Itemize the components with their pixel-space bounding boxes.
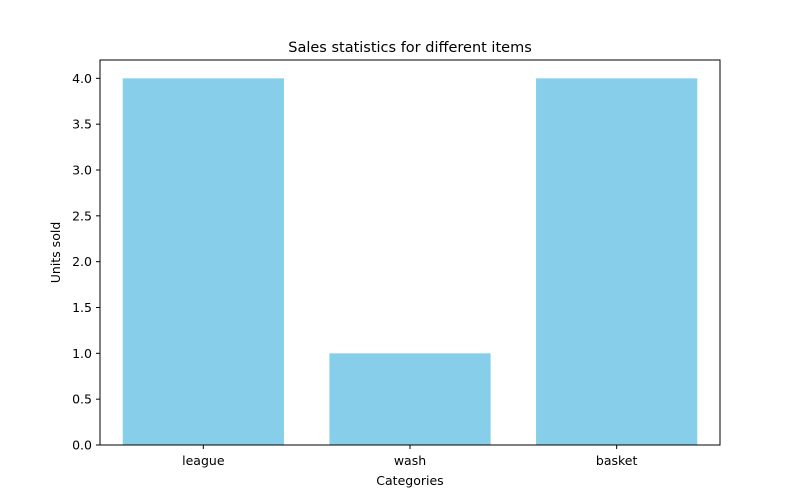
y-axis: 0.0 0.5 1.0 1.5 2.0 2.5 3.0 3.5 4.0 [72,71,100,453]
y-tick-label: 3.0 [72,163,92,178]
y-tick-label: 4.0 [72,71,92,86]
x-axis: league wash basket [182,445,638,468]
bars-group [122,78,698,445]
y-tick-label: 2.0 [72,254,92,269]
bar-basket [536,78,698,445]
y-tick-label: 2.5 [72,208,92,223]
x-tick-label-league: league [182,453,225,468]
y-tick-label: 0.0 [72,438,92,453]
bar-wash [329,353,491,445]
plot-area [99,59,721,446]
y-tick-label: 1.0 [72,346,92,361]
y-axis-label: Units sold [48,222,63,284]
x-axis-label: Categories [376,473,443,488]
y-tick-label: 3.5 [72,117,92,132]
chart-title: Sales statistics for different items [288,40,532,56]
x-tick-label-basket: basket [596,453,638,468]
x-tick-label-wash: wash [394,453,426,468]
y-tick-label: 1.5 [72,300,92,315]
y-tick-label: 0.5 [72,392,92,407]
bar-league [122,78,284,445]
